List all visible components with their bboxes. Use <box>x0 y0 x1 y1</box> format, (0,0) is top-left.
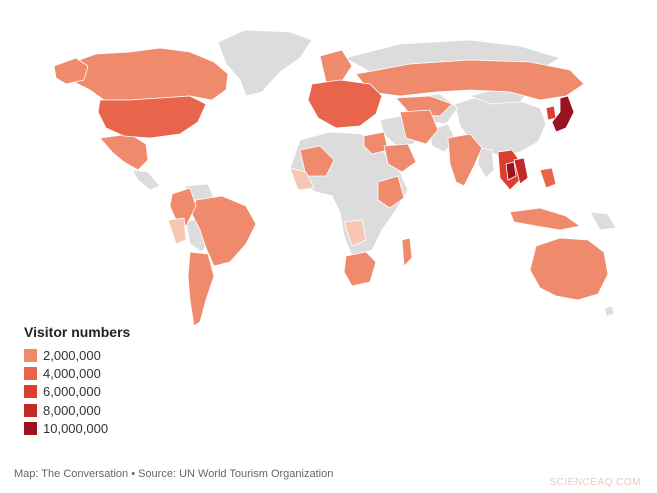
legend: Visitor numbers 2,000,000 4,000,000 6,00… <box>24 324 130 438</box>
legend-title: Visitor numbers <box>24 324 131 340</box>
legend-label: 10,000,000 <box>43 421 109 437</box>
legend-label: 8,000,000 <box>43 402 101 418</box>
vietnam <box>513 157 529 185</box>
russia <box>355 59 585 101</box>
east-africa <box>377 175 405 209</box>
iran <box>399 109 439 145</box>
png <box>589 211 617 231</box>
alaska <box>53 57 89 85</box>
canada <box>67 47 229 101</box>
land-light <box>167 167 367 247</box>
peru-light <box>167 217 187 245</box>
south-africa <box>343 251 377 287</box>
legend-swatch <box>24 403 37 417</box>
legend-label: 4,000,000 <box>43 366 101 382</box>
west-africa-light <box>289 167 315 191</box>
antarctic-islands <box>604 305 615 317</box>
legend-item: 2,000,000 <box>24 346 130 364</box>
angola <box>343 219 367 247</box>
indonesia <box>509 207 581 231</box>
saudi <box>383 143 417 173</box>
legend-item: 8,000,000 <box>24 401 130 419</box>
land-2m <box>53 47 609 327</box>
colombia-andes <box>169 187 197 227</box>
madagascar <box>401 237 413 267</box>
land-10m <box>505 95 575 181</box>
europe <box>307 79 383 129</box>
watermark: SCIENCEAQ.COM <box>549 477 641 488</box>
source-credit: Map: The Conversation • Source: UN World… <box>14 468 334 480</box>
legend-swatch <box>24 367 37 381</box>
japan <box>551 95 575 133</box>
philippines-sea <box>539 167 557 189</box>
legend-swatch <box>24 385 37 399</box>
land-4m <box>97 79 557 189</box>
brazil <box>191 195 257 267</box>
usa <box>97 95 207 139</box>
thailand-core <box>505 161 517 181</box>
world-map <box>53 29 617 327</box>
legend-swatch <box>24 422 37 436</box>
mexico <box>99 133 149 171</box>
legend-item: 6,000,000 <box>24 383 130 401</box>
land-8m <box>513 157 529 185</box>
legend-item: 4,000,000 <box>24 364 130 382</box>
scandinavia <box>319 49 353 85</box>
legend-label: 2,000,000 <box>43 347 101 363</box>
greenland <box>217 29 313 97</box>
argentina <box>187 251 215 327</box>
myanmar-india-east <box>477 147 495 179</box>
legend-item: 10,000,000 <box>24 420 130 438</box>
india <box>447 133 483 187</box>
egypt <box>363 131 389 155</box>
central-america <box>131 169 161 191</box>
korea <box>545 105 557 121</box>
legend-swatch <box>24 348 37 362</box>
legend-label: 6,000,000 <box>43 384 101 400</box>
australia <box>529 237 609 301</box>
